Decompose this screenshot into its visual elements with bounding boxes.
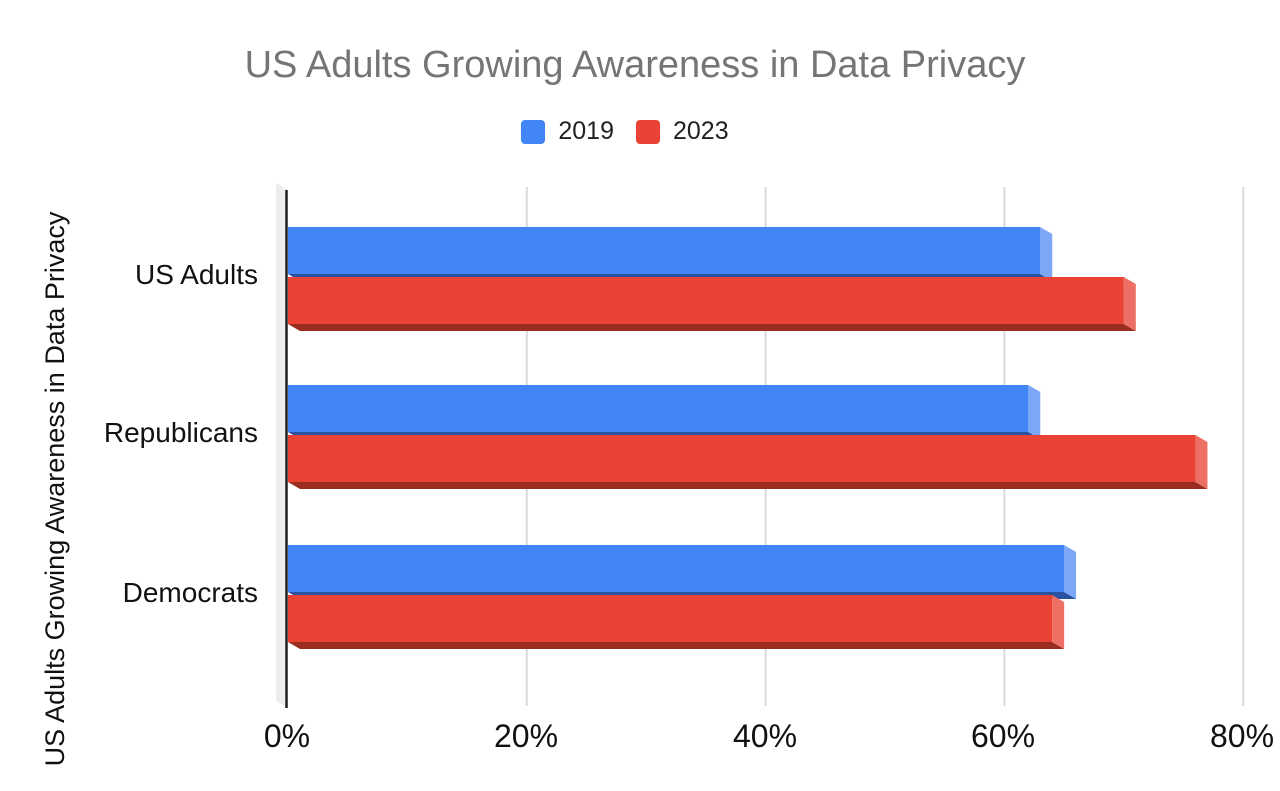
legend-item-2019: 2019 bbox=[521, 117, 614, 146]
bar-2019-us-adults-end-cap bbox=[1040, 227, 1053, 281]
bar-2019-democrats bbox=[288, 545, 1065, 592]
bar-2023-democrats-end-cap bbox=[1052, 595, 1065, 649]
legend-swatch-2019 bbox=[521, 119, 546, 144]
category-label-republicans: Republicans bbox=[103, 417, 258, 448]
bar-2023-republicans bbox=[288, 435, 1196, 482]
bar-2019-democrats-end-cap bbox=[1064, 545, 1077, 599]
x-tick-80: 80% bbox=[1209, 718, 1275, 754]
bar-2023-democrats-bottom-face bbox=[288, 642, 1065, 649]
category-label-us-adults: US Adults bbox=[135, 259, 258, 290]
bar-2019-republicans-end-cap bbox=[1028, 385, 1041, 439]
bar-2019-republicans bbox=[288, 385, 1029, 432]
bar-2023-republicans-bottom-face bbox=[288, 482, 1208, 489]
axis-wall bbox=[276, 183, 288, 708]
legend-swatch-2023 bbox=[636, 119, 660, 144]
x-tick-60: 60% bbox=[970, 718, 1036, 754]
bar-2023-us-adults-bottom-face bbox=[288, 324, 1136, 331]
bar-2023-us-adults-end-cap bbox=[1123, 277, 1136, 331]
bar-2023-us-adults bbox=[288, 277, 1124, 324]
bar-2023-republicans-end-cap bbox=[1195, 435, 1208, 489]
x-tick-0: 0% bbox=[263, 718, 311, 754]
chart-title: US Adults Growing Awareness in Data Priv… bbox=[244, 44, 1026, 86]
x-tick-20: 20% bbox=[493, 718, 559, 754]
legend-item-2023: 2023 bbox=[636, 117, 729, 146]
legend-label-2023: 2023 bbox=[673, 117, 729, 145]
bar-2023-democrats bbox=[288, 595, 1053, 642]
legend-label-2019: 2019 bbox=[558, 117, 614, 145]
legend: 2019 2023 bbox=[0, 117, 1250, 146]
bar-2019-us-adults bbox=[288, 227, 1041, 274]
category-label-democrats: Democrats bbox=[122, 577, 258, 608]
x-tick-40: 40% bbox=[732, 718, 798, 754]
